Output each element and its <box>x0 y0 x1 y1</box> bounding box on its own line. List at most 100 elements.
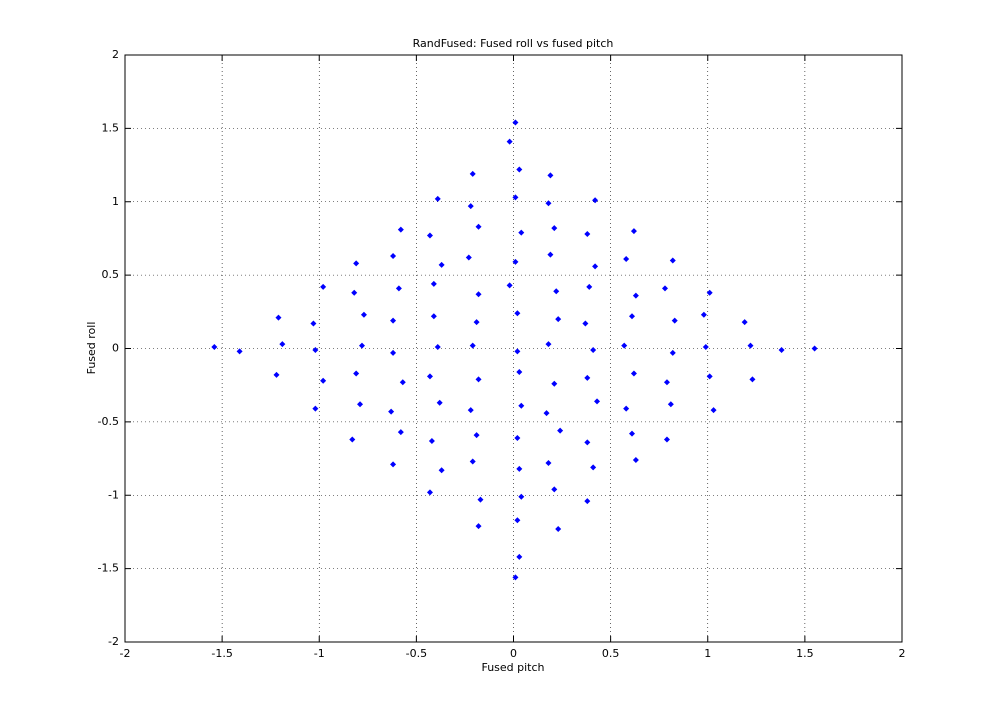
point <box>353 370 360 377</box>
point <box>514 348 521 355</box>
point <box>621 342 628 349</box>
x-tick-label: -1 <box>314 647 325 660</box>
point <box>741 319 748 326</box>
point <box>320 283 327 290</box>
point <box>390 317 397 324</box>
point <box>586 283 593 290</box>
point <box>467 407 474 414</box>
point <box>663 379 670 386</box>
point <box>514 517 521 524</box>
point <box>475 523 482 530</box>
point <box>518 229 525 236</box>
point <box>514 310 521 317</box>
point <box>778 346 785 353</box>
point <box>632 457 639 464</box>
point <box>547 172 554 179</box>
point <box>390 461 397 468</box>
point <box>475 291 482 298</box>
y-tick-label: 0 <box>112 342 119 355</box>
point <box>710 407 717 414</box>
point <box>590 346 597 353</box>
y-tick-label: 1 <box>112 195 119 208</box>
point <box>399 379 406 386</box>
point <box>349 436 356 443</box>
point <box>390 253 397 260</box>
point <box>551 225 558 232</box>
point <box>551 380 558 387</box>
point <box>477 496 484 503</box>
y-tick-label: -1.5 <box>98 562 119 575</box>
point <box>516 553 523 560</box>
x-tick-label: -0.5 <box>406 647 427 660</box>
point <box>555 316 562 323</box>
point <box>312 346 319 353</box>
point <box>275 314 282 321</box>
point <box>545 459 552 466</box>
point <box>395 285 402 292</box>
point <box>630 228 637 235</box>
point <box>582 320 589 327</box>
y-tick-label: -2 <box>108 635 119 648</box>
point <box>473 319 480 326</box>
point <box>351 289 358 296</box>
point <box>518 493 525 500</box>
x-tick-label: -1.5 <box>211 647 232 660</box>
point <box>312 405 319 412</box>
plot-frame <box>124 54 903 643</box>
point <box>512 574 519 581</box>
point <box>430 280 437 287</box>
point <box>545 341 552 348</box>
point <box>592 263 599 270</box>
point <box>426 373 433 380</box>
point <box>475 376 482 383</box>
point <box>632 292 639 299</box>
point <box>469 458 476 465</box>
y-tick-label: -1 <box>108 488 119 501</box>
point <box>469 342 476 349</box>
point <box>663 436 670 443</box>
point <box>669 349 676 356</box>
point <box>428 437 435 444</box>
point <box>353 260 360 267</box>
point <box>551 486 558 493</box>
point <box>628 313 635 320</box>
y-axis-label: Fused roll <box>85 322 98 375</box>
point <box>390 349 397 356</box>
point <box>320 377 327 384</box>
x-axis-label: Fused pitch <box>481 661 544 674</box>
point <box>671 317 678 324</box>
point <box>397 226 404 233</box>
point <box>360 311 367 318</box>
point <box>594 398 601 405</box>
x-tick-label: 1 <box>704 647 711 660</box>
x-tick-label: 0.5 <box>602 647 620 660</box>
point <box>475 223 482 230</box>
point <box>623 255 630 262</box>
point <box>749 376 756 383</box>
point <box>430 313 437 320</box>
point <box>506 138 513 145</box>
y-tick-label: -0.5 <box>98 415 119 428</box>
y-tick-label: 0.5 <box>102 268 120 281</box>
point <box>236 348 243 355</box>
point <box>543 410 550 417</box>
y-tick-label: 1.5 <box>102 121 120 134</box>
point <box>512 194 519 201</box>
point <box>516 465 523 472</box>
point <box>512 258 519 265</box>
point <box>514 435 521 442</box>
point <box>506 282 513 289</box>
point <box>706 289 713 296</box>
x-tick-label: -2 <box>120 647 131 660</box>
point <box>426 232 433 239</box>
x-tick-label: 2 <box>899 647 906 660</box>
point <box>310 320 317 327</box>
y-tick-label: 2 <box>112 48 119 61</box>
point <box>662 285 669 292</box>
point <box>592 197 599 204</box>
point <box>706 373 713 380</box>
point <box>397 429 404 436</box>
point <box>388 408 395 415</box>
point <box>434 195 441 202</box>
